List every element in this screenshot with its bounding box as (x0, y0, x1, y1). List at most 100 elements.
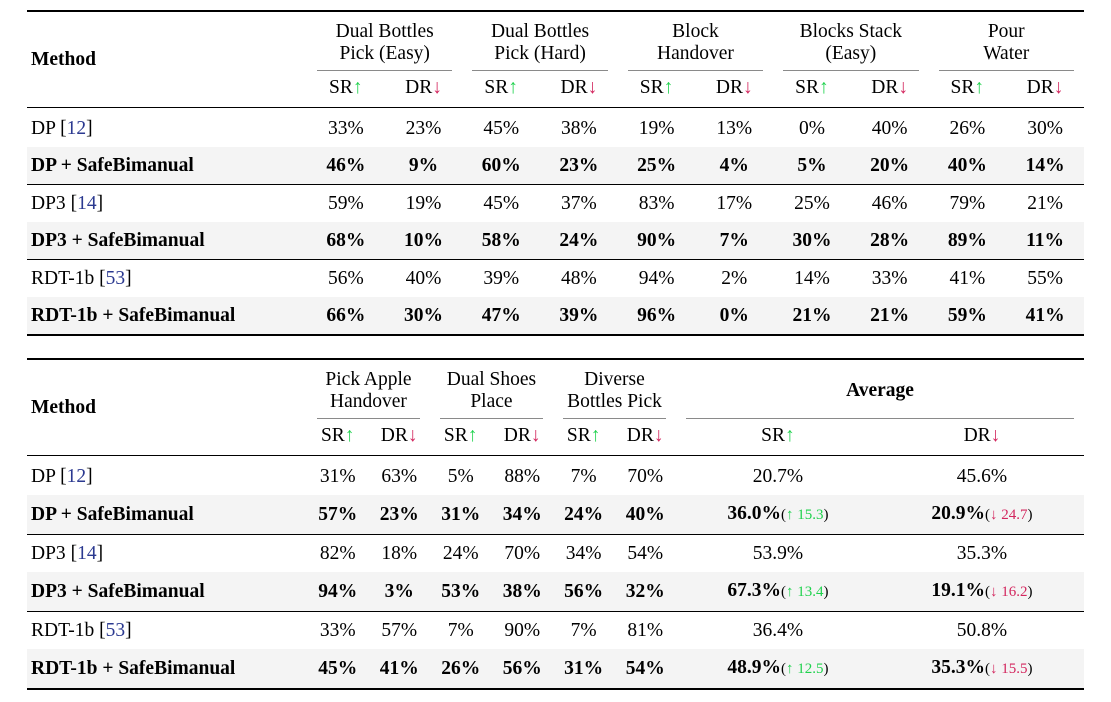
value-cell: 34% (552, 534, 615, 572)
metric-header-sr: SR↑ (307, 71, 385, 108)
value-cell: 30% (773, 222, 851, 260)
value-cell: 90% (617, 222, 696, 260)
task-name-line: Block (672, 20, 719, 42)
task-name-line: Pick Apple (325, 368, 412, 390)
citation-link[interactable]: 12 (66, 118, 87, 139)
up-arrow-icon: ↑ (352, 77, 363, 98)
method-name: DP (31, 118, 56, 139)
value-cell: 53% (429, 572, 492, 612)
metric-header-dr: DR↓ (491, 419, 553, 456)
column-group-rule (938, 70, 1074, 71)
up-arrow-icon: ↑ (590, 425, 601, 446)
value-cell: 47% (462, 297, 541, 335)
value-cell: 14% (1006, 147, 1084, 185)
value-cell: 38% (561, 118, 597, 139)
value-cell: 30% (384, 297, 463, 335)
average-value-cell: 20.9%(↓ 24.7) (879, 495, 1084, 535)
metric-header-dr-label: DR (560, 77, 588, 98)
value-cell: 26% (429, 649, 492, 689)
average-value: 36.4% (752, 620, 804, 641)
average-value-cell: 19.1%(↓ 16.2) (879, 572, 1084, 612)
average-value: 50.8% (956, 620, 1008, 641)
value-cell: 38% (491, 572, 553, 612)
value-cell: 32% (614, 572, 676, 612)
task-group-name: Pour Water (929, 19, 1085, 66)
method-label: DP [12] (31, 118, 93, 139)
task-name-line: Dual Bottles (491, 20, 590, 42)
value-cell: 31% (552, 649, 615, 689)
task-group-name: Average (676, 367, 1084, 414)
value-cell: 26% (949, 118, 986, 139)
metric-header-row: SR↑ DR↓ SR↑ DR↓ SR↑ DR↓ SR↑ DR↓ SR↑ DR↓ (27, 71, 1084, 108)
down-arrow-icon: ↓ (432, 77, 442, 98)
citation-link[interactable]: 53 (105, 620, 126, 641)
value-cell: 31% (429, 495, 492, 535)
task-group-header: Pour Water (929, 11, 1085, 71)
task-group-header: Pick Apple Handover (307, 359, 430, 419)
average-value: 45.6% (956, 466, 1008, 487)
method-label: RDT-1b [53] (27, 259, 307, 297)
metric-header-dr: DR↓ (850, 71, 929, 108)
metric-header-dr-label: DR (405, 77, 433, 98)
down-arrow-icon: ↓ (742, 77, 753, 98)
task-group-header: Block Handover (618, 11, 773, 71)
delta-up-value: ↑ 13.4 (786, 584, 824, 600)
average-value: 20.7% (752, 466, 804, 487)
table-row: DP [12] 31% 63% 5% 88% 7% 70% 20.7% 45.6% (27, 456, 1084, 496)
task-name-line: Blocks Stack (799, 20, 902, 42)
task-name-line: Handover (330, 390, 407, 412)
citation-link[interactable]: 53 (105, 268, 126, 289)
value-cell: 70% (491, 534, 553, 572)
value-cell: 83% (617, 184, 696, 222)
task-group-header: Dual Bottles Pick (Easy) (307, 11, 462, 71)
value-cell: 79% (928, 184, 1007, 222)
method-label: DP [12] (31, 466, 93, 487)
down-arrow-icon: ↓ (587, 77, 598, 98)
value-cell: 40% (614, 495, 676, 535)
metric-header-dr: DR↓ (384, 71, 463, 108)
metric-header-dr-label: DR (380, 425, 408, 446)
table-row: RDT-1b + SafeBimanual 45% 41% 26% 56% 31% 54% 4… (27, 649, 1084, 689)
value-cell: 60% (462, 147, 541, 185)
method-name: DP3 (31, 543, 66, 564)
method-label: DP3 [14] (27, 184, 307, 222)
value-cell: 2% (695, 259, 774, 297)
metric-header-sr-label: SR (443, 425, 468, 446)
citation-link[interactable]: 12 (66, 466, 87, 487)
citation-link[interactable]: 14 (77, 193, 97, 214)
metric-header-dr-label: DR (871, 77, 899, 98)
column-group-rule (627, 70, 764, 71)
metric-header-dr-label: DR (1026, 77, 1054, 98)
task-name-line: Dual Shoes (446, 368, 537, 390)
value-cell: 18% (368, 534, 430, 572)
delta-up-value: ↑ 12.5 (786, 661, 824, 677)
value-cell: 0% (695, 297, 774, 335)
method-column-header: Method (27, 11, 307, 108)
average-value-cell: 50.8% (879, 611, 1084, 649)
value-cell: 41% (928, 259, 1007, 297)
value-cell: 94% (617, 259, 696, 297)
value-cell: 5% (773, 147, 851, 185)
task-group-name: Blocks Stack (Easy) (773, 19, 928, 66)
value-cell: 46% (850, 184, 929, 222)
average-value-cell: 67.3%(↑ 13.4) (675, 572, 880, 612)
value-cell: 96% (617, 297, 696, 335)
metric-header-sr-label: SR (950, 77, 975, 98)
value-cell: 54% (614, 534, 676, 572)
method-label: DP3 [14] (27, 534, 307, 572)
metric-header-dr-label: DR (503, 425, 531, 446)
citation-link[interactable]: 14 (77, 543, 97, 564)
average-value-cell: 36.0%(↑ 15.3) (675, 495, 880, 535)
up-arrow-icon: ↑ (467, 425, 478, 446)
method-name: DP + SafeBimanual (31, 155, 194, 176)
method-name: DP + SafeBimanual (31, 504, 194, 525)
column-group-rule (317, 70, 453, 71)
table-header: Method Pick Apple Handover Dual Shoes Place D… (27, 359, 1084, 456)
value-cell: 25% (617, 147, 696, 185)
method-label: DP + SafeBimanual (27, 147, 307, 185)
value-cell: 7% (695, 222, 774, 260)
value-cell: 20% (850, 147, 929, 185)
average-value-cell: 48.9%(↑ 12.5) (675, 649, 880, 689)
metric-header-sr-label: SR (761, 425, 786, 446)
